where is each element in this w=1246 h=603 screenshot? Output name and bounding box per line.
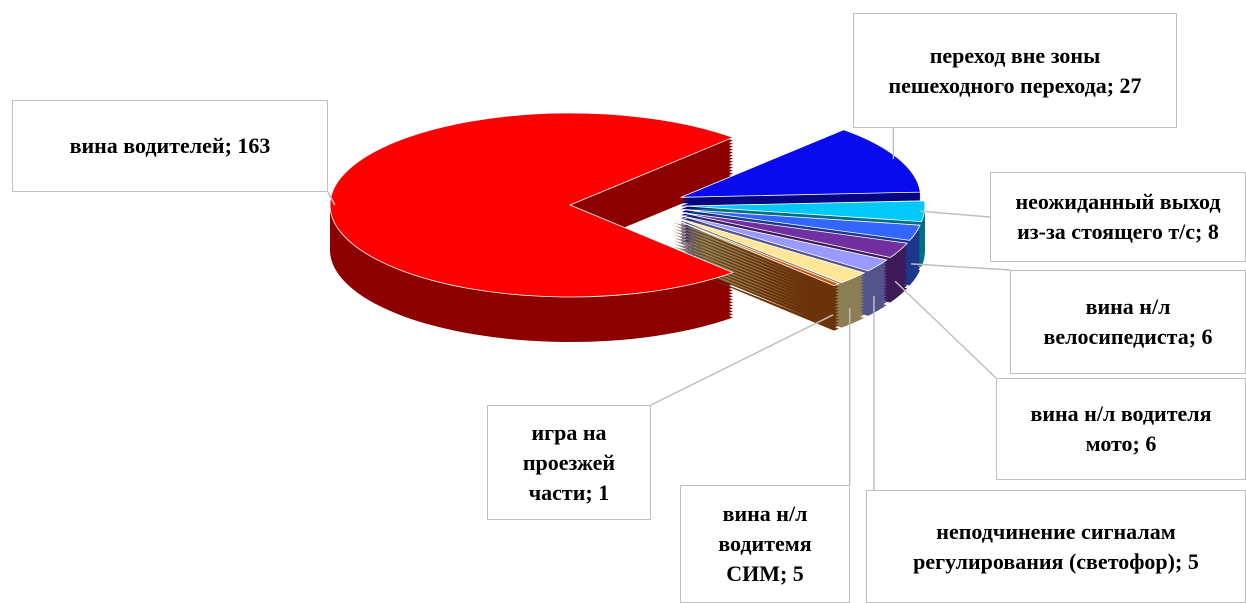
slice-side [671,230,839,298]
data-label: вина н/л водитемя СИМ; 5 [680,485,850,603]
data-label: переход вне зоны пешеходного перехода; 2… [853,13,1177,128]
slice-side [671,221,839,289]
slice-side [671,236,839,304]
data-label: неожиданный выход из-за стоящего т/с; 8 [990,172,1246,262]
slice-side [671,245,839,313]
slice-side [671,227,839,295]
data-label: вина н/л велосипедиста; 6 [1010,270,1246,374]
slice-side [671,242,839,310]
slice-side [671,263,839,331]
leader-line [327,191,336,206]
data-label: игра на проезжей части; 1 [487,405,651,520]
data-label: неподчинение сигналам регулирования (све… [866,490,1246,603]
slice [680,212,908,258]
slice-side [683,212,921,244]
leader-line [919,210,991,218]
slice [673,216,866,284]
leader-line [894,280,997,379]
slice [329,112,735,298]
slice-side [671,224,839,292]
slice [680,129,921,198]
slice-side [671,239,839,307]
data-label: вина водителей; 163 [12,100,328,192]
leader-line [911,263,1011,271]
slice [677,214,888,272]
slice-side [671,233,839,301]
data-label: вина н/л водителя мото; 6 [996,378,1246,480]
slice [683,209,921,241]
leader-line [650,314,834,406]
slice [670,217,841,287]
